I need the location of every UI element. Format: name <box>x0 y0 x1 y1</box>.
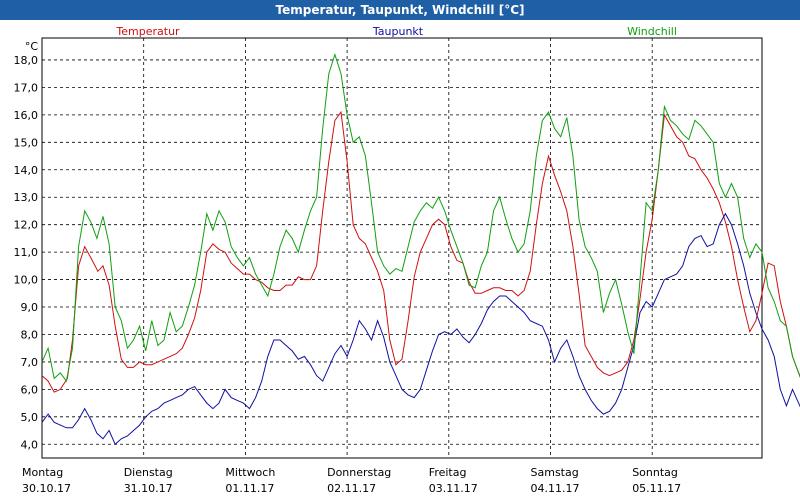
legend-taupunkt: Taupunkt <box>372 25 424 38</box>
y-tick-label: 16,0 <box>14 109 39 122</box>
y-tick-label: 4,0 <box>21 438 39 451</box>
y-tick-label: 5,0 <box>21 411 39 424</box>
x-date-label: 02.11.17 <box>327 482 376 495</box>
plot-area <box>42 38 762 458</box>
chart-svg: 4,0 5,0 6,0 7,0 8,0 9,0 10,0 11,0 12,0 13,0 14,0 15… <box>14 25 800 495</box>
series-line-windchill <box>41 52 800 383</box>
plot-border <box>41 37 763 459</box>
y-tick-label: 15,0 <box>14 136 39 149</box>
chart-title: Temperatur, Taupunkt, Windchill [°C] <box>0 0 800 20</box>
y-tick-label: 11,0 <box>14 246 39 259</box>
y-tick-label: 10,0 <box>14 274 39 287</box>
x-day-label: Donnerstag <box>327 466 391 479</box>
legend-windchill: Windchill <box>627 25 677 38</box>
x-day-label: Samstag <box>531 466 579 479</box>
x-date-label: 04.11.17 <box>531 482 580 495</box>
y-tick-label: 13,0 <box>14 191 39 204</box>
y-tick-label: 12,0 <box>14 219 39 232</box>
y-tick-label: 14,0 <box>14 164 39 177</box>
y-tick-label: 17,0 <box>14 81 39 94</box>
y-tick-label: 6,0 <box>21 383 39 396</box>
y-tick-label: 9,0 <box>21 301 39 314</box>
x-date-label: 01.11.17 <box>225 482 274 495</box>
x-date-label: 31.10.17 <box>124 482 173 495</box>
x-date-label: 03.11.17 <box>429 482 478 495</box>
x-day-label: Freitag <box>429 466 467 479</box>
y-tick-label: 8,0 <box>21 328 39 341</box>
series-line-taupunkt <box>41 212 800 446</box>
y-tick-label: 18,0 <box>14 54 39 67</box>
x-day-label: Dienstag <box>124 466 173 479</box>
y-tick-label: 7,0 <box>21 356 39 369</box>
x-date-label: 05.11.17 <box>632 482 681 495</box>
x-day-label: Mittwoch <box>225 466 275 479</box>
legend-temperatur: Temperatur <box>115 25 180 38</box>
x-day-label: Montag <box>22 466 63 479</box>
series-line-temperatur <box>41 110 800 393</box>
x-date-label: 30.10.17 <box>22 482 71 495</box>
x-day-label: Sonntag <box>632 466 678 479</box>
y-unit-label: °C <box>25 40 39 53</box>
